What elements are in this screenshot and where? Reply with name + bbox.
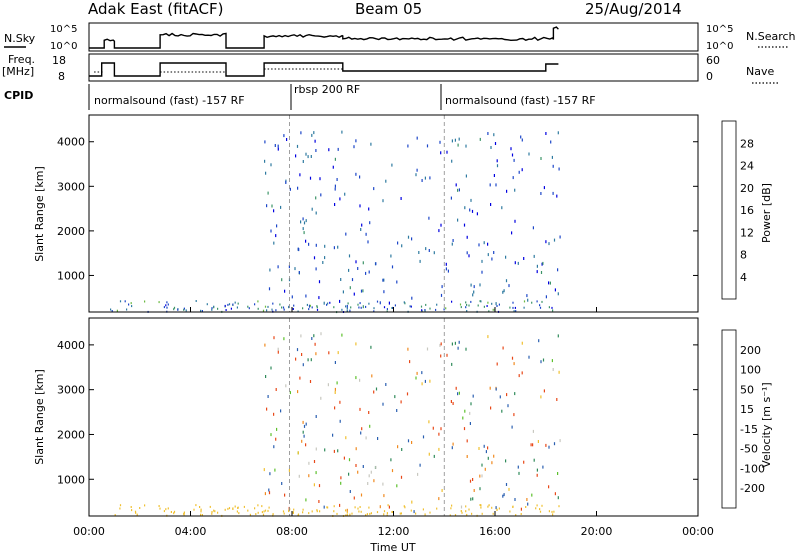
nsky-trace	[89, 27, 558, 48]
nsky-tick-bottom-left: 10^0	[50, 41, 77, 52]
nave-label: Nave	[746, 65, 774, 78]
radar-title: Adak East (fitACF)	[88, 0, 223, 18]
cpid-segment-2: rbsp 200 RF	[294, 83, 360, 96]
cpid-segment-1: normalsound (fast) -157 RF	[94, 94, 245, 107]
nave-tick-top: 60	[706, 54, 720, 67]
freq-tick-top: 18	[52, 54, 66, 67]
nsky-tick-top-left: 10^5	[50, 24, 77, 35]
cpid-label: CPID	[4, 89, 33, 102]
freq-unit-label: [MHz]	[2, 65, 34, 78]
nsky-tick-bottom-right: 10^0	[706, 41, 733, 52]
beam-title: Beam 05	[355, 0, 422, 18]
nave-tick-bottom: 0	[706, 70, 713, 83]
nsearch-label: N.Search	[746, 30, 796, 43]
freq-tick-bottom: 8	[58, 70, 65, 83]
nsky-strip-frame	[89, 23, 698, 51]
date-title: 25/Aug/2014	[585, 0, 682, 18]
power-heatmap	[110, 115, 561, 313]
freq-strip-frame	[89, 54, 698, 81]
cpid-segment-3: normalsound (fast) -157 RF	[445, 94, 596, 107]
nsky-tick-top-right: 10^5	[706, 24, 733, 35]
nsky-label: N.Sky	[4, 32, 36, 45]
